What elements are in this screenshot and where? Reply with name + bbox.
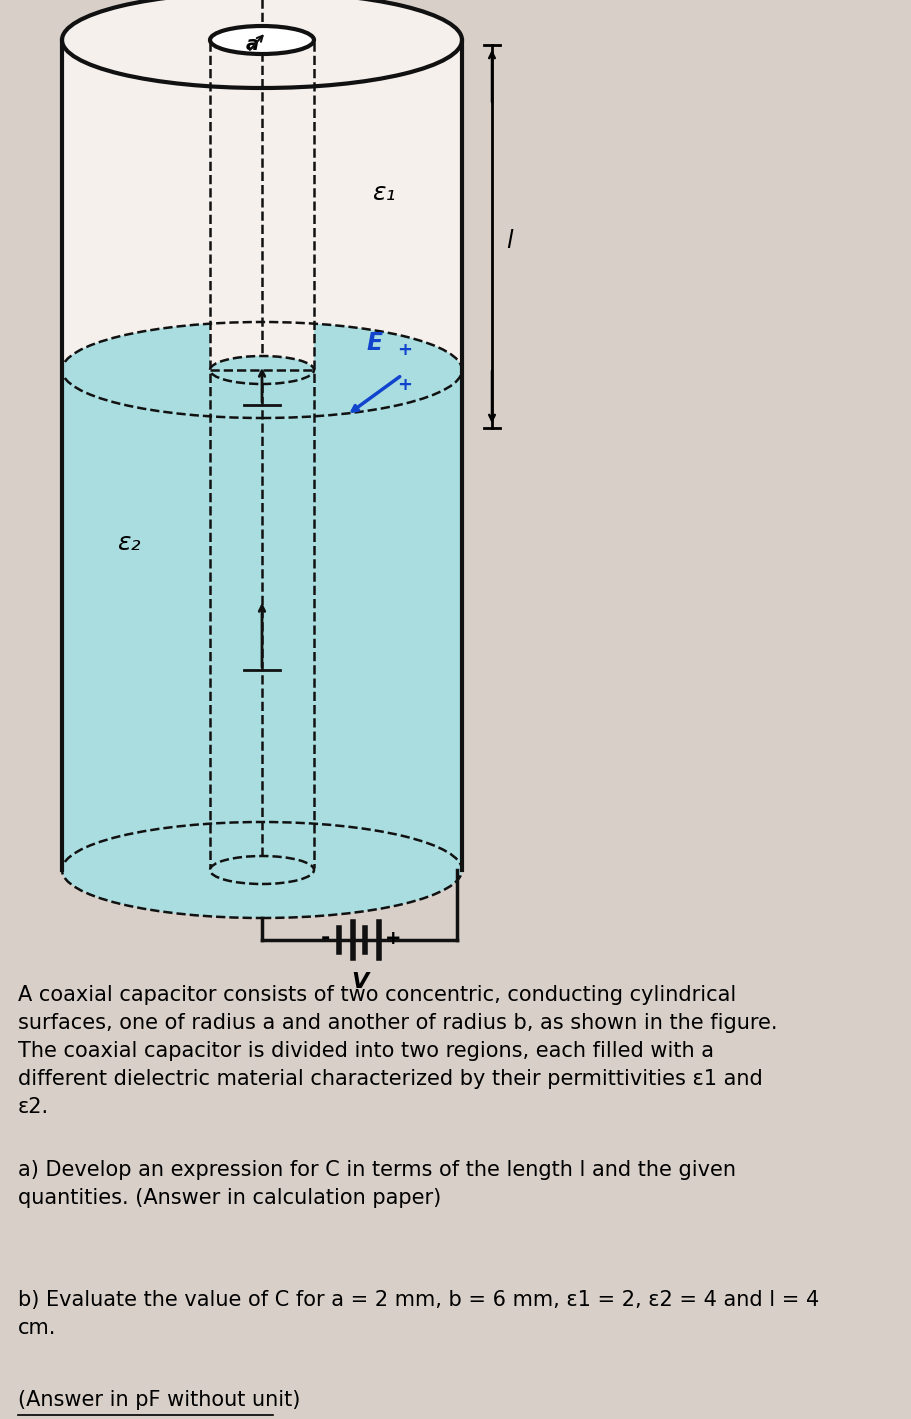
Text: V: V [351, 972, 368, 992]
Polygon shape [62, 40, 462, 370]
Ellipse shape [210, 856, 313, 884]
Ellipse shape [62, 0, 462, 88]
Ellipse shape [62, 322, 462, 419]
Text: +: + [396, 376, 412, 394]
Text: ε₂: ε₂ [117, 531, 140, 555]
Text: a: a [245, 35, 259, 54]
Text: l: l [506, 230, 512, 254]
Ellipse shape [62, 822, 462, 918]
Text: b) Evaluate the value of C for a = 2 mm, b = 6 mm, ε1 = 2, ε2 = 4 and l = 4
cm.: b) Evaluate the value of C for a = 2 mm,… [18, 1290, 818, 1338]
Polygon shape [210, 370, 313, 870]
Text: (Answer in pF without unit): (Answer in pF without unit) [18, 1391, 300, 1410]
Polygon shape [210, 40, 313, 370]
Ellipse shape [210, 356, 313, 385]
Text: ε₁: ε₁ [372, 182, 395, 204]
Text: -: - [321, 928, 330, 948]
Polygon shape [62, 370, 462, 870]
Text: A coaxial capacitor consists of two concentric, conducting cylindrical
surfaces,: A coaxial capacitor consists of two conc… [18, 985, 777, 1117]
Text: +: + [384, 928, 402, 948]
Text: E: E [366, 331, 383, 355]
Ellipse shape [210, 26, 313, 54]
Text: a) Develop an expression for C in terms of the length l and the given
quantities: a) Develop an expression for C in terms … [18, 1159, 735, 1208]
Text: +: + [396, 341, 412, 359]
